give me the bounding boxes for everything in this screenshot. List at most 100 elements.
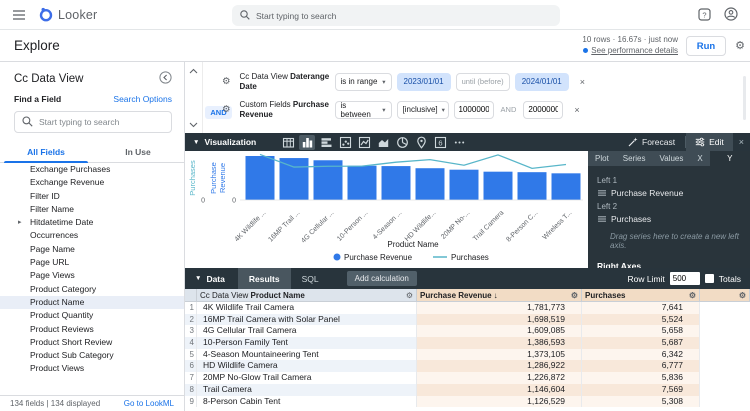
sidebar-field-exchange-revenue[interactable]: Exchange Revenue <box>30 177 105 188</box>
purchase-revenue-cell[interactable]: 1,226,872 <box>417 372 582 384</box>
row-number-cell[interactable]: 5 <box>185 348 197 361</box>
tab-all-fields[interactable]: All Fields <box>0 142 92 163</box>
go-to-lookml-link[interactable]: Go to LookML <box>123 399 174 408</box>
performance-details-link[interactable]: See performance details <box>591 46 678 55</box>
edit-button[interactable]: Edit <box>686 133 733 151</box>
field-search-input[interactable] <box>39 117 164 127</box>
edit-tab-y[interactable]: Y <box>709 151 750 166</box>
bar-chart-icon[interactable] <box>318 135 334 150</box>
data-label[interactable]: Data <box>206 273 225 284</box>
series-purchases[interactable]: Purchases <box>597 214 741 224</box>
totals-checkbox[interactable] <box>704 274 714 283</box>
looker-logo-icon[interactable] <box>38 7 53 22</box>
sidebar-field-page-name[interactable]: Page Name <box>30 243 75 254</box>
scatter-plot-icon[interactable] <box>337 135 353 150</box>
add-calculation-button[interactable]: Add calculation <box>346 271 417 286</box>
run-button[interactable]: Run <box>686 36 726 56</box>
product-name-cell[interactable]: 8-Person Cabin Tent <box>197 395 417 408</box>
explore-settings-gear-icon[interactable]: ⚙ <box>735 40 745 52</box>
sidebar-field-product-views[interactable]: Product Views <box>30 363 85 372</box>
purchase-revenue-cell[interactable]: 1,609,085 <box>417 325 582 338</box>
forecast-button[interactable]: Forecast <box>618 133 685 151</box>
map-icon[interactable] <box>413 135 429 150</box>
row-number-cell[interactable]: 1 <box>185 302 197 314</box>
product-name-cell[interactable]: 16MP Trail Camera with Solar Panel <box>197 313 417 326</box>
more-icon[interactable] <box>451 135 467 150</box>
product-name-cell[interactable]: 10-Person Family Tent <box>197 337 417 349</box>
chevron-down-icon[interactable]: ▼ <box>193 138 200 146</box>
purchase-revenue-cell[interactable]: 1,386,593 <box>417 337 582 349</box>
purchases-cell[interactable]: 7,641 <box>582 302 700 314</box>
sidebar-field-hitdatetime-date[interactable]: ▸ Hitdatetime Date <box>0 216 184 229</box>
sidebar-field-exchange-purchases[interactable]: Exchange Purchases <box>30 164 111 174</box>
column-gear-icon[interactable]: ⚙ <box>570 290 578 300</box>
edit-tab-x[interactable]: X <box>697 154 703 163</box>
search-options-link[interactable]: Search Options <box>113 94 172 104</box>
product-name-cell[interactable]: Trail Camera <box>197 383 417 396</box>
expand-filters-icon[interactable] <box>189 122 198 128</box>
series-purchase-revenue[interactable]: Purchase Revenue <box>597 188 741 198</box>
purchases-cell[interactable]: 6,342 <box>582 348 700 361</box>
filter-operator-select[interactable]: is in range ▾ <box>334 72 392 91</box>
sidebar-field-product-reviews[interactable]: Product Reviews <box>30 323 94 334</box>
filter-start-date[interactable]: 2023/01/01 <box>396 72 451 91</box>
column-chart-icon[interactable] <box>299 134 316 150</box>
edit-tab-series[interactable]: Series <box>622 154 646 163</box>
field-search[interactable] <box>14 111 172 133</box>
edit-tab-plot[interactable]: Plot <box>595 154 609 163</box>
visualization-label[interactable]: Visualization <box>204 137 257 147</box>
purchases-cell[interactable]: 5,308 <box>582 395 700 408</box>
row-limit-input[interactable] <box>669 272 700 285</box>
sidebar-field-page-url[interactable]: Page URL <box>30 257 70 268</box>
table-chart-icon[interactable] <box>280 135 296 150</box>
column-gear-icon[interactable]: ⚙ <box>405 290 413 300</box>
column-gear-icon[interactable]: ⚙ <box>688 290 696 300</box>
sidebar-field-product-quantity[interactable]: Product Quantity <box>30 310 94 321</box>
filter-operator-select[interactable]: is between ▾ <box>334 100 392 119</box>
row-number-cell[interactable]: 8 <box>185 383 197 396</box>
collapse-sidebar-icon[interactable] <box>159 71 172 86</box>
sidebar-field-occurrences[interactable]: Occurrences <box>30 230 79 241</box>
remove-filter-icon[interactable]: × <box>579 76 585 87</box>
row-number-cell[interactable]: 3 <box>185 325 197 338</box>
visualization-chart[interactable]: Purchases 0 Purchase Revenue 0 4K Wildlife ..… <box>185 151 588 268</box>
remove-filter-icon[interactable]: × <box>574 104 580 115</box>
row-number-cell[interactable]: 6 <box>185 360 197 373</box>
purchase-revenue-header[interactable]: Purchase Revenue ↓ ⚙ <box>417 289 582 302</box>
purchase-revenue-cell[interactable]: 1,781,773 <box>417 302 582 314</box>
row-number-cell[interactable]: 4 <box>185 337 197 349</box>
row-number-cell[interactable]: 2 <box>185 313 197 326</box>
product-name-cell[interactable]: 20MP No-Glow Trail Camera <box>197 372 417 384</box>
purchases-cell[interactable]: 5,687 <box>582 337 700 349</box>
row-number-cell[interactable]: 9 <box>185 395 197 408</box>
purchase-revenue-cell[interactable]: 1,698,519 <box>417 313 582 326</box>
purchase-revenue-cell[interactable]: 1,373,105 <box>417 348 582 361</box>
filter-bounds-select[interactable]: [inclusive] ▾ <box>396 100 449 119</box>
help-icon[interactable]: ? <box>698 7 711 23</box>
filter-min-input[interactable] <box>453 100 494 119</box>
data-tab-sql[interactable]: SQL <box>301 273 319 284</box>
purchases-cell[interactable]: 5,836 <box>582 372 700 384</box>
product-name-cell[interactable]: HD Wildlife Camera <box>197 360 417 373</box>
account-icon[interactable] <box>724 7 738 23</box>
line-chart-icon[interactable] <box>356 135 372 150</box>
product-name-cell[interactable]: 4-Season Mountaineering Tent <box>197 348 417 361</box>
row-number-cell[interactable]: 7 <box>185 372 197 384</box>
collapse-filters-icon[interactable] <box>189 68 198 74</box>
global-search[interactable] <box>232 5 560 26</box>
close-edit-icon[interactable]: × <box>738 137 744 147</box>
data-tab-results[interactable]: Results <box>237 268 291 289</box>
column-gear-icon[interactable]: ⚙ <box>738 290 746 300</box>
purchases-cell[interactable]: 5,524 <box>582 313 700 326</box>
sidebar-field-product-sub-category[interactable]: Product Sub Category <box>30 350 114 361</box>
edit-tab-values[interactable]: Values <box>659 154 684 163</box>
purchase-revenue-cell[interactable]: 1,286,922 <box>417 360 582 373</box>
product-name-header[interactable]: Cc Data View Product Name ⚙ <box>197 289 417 302</box>
sidebar-field-product-category[interactable]: Product Category <box>30 283 97 294</box>
filters-scrollbar[interactable] <box>743 76 746 120</box>
purchases-header[interactable]: Purchases ⚙ <box>582 289 700 302</box>
pie-chart-icon[interactable] <box>394 135 410 150</box>
purchases-cell[interactable]: 7,569 <box>582 383 700 396</box>
expand-icon[interactable]: ▸ <box>18 219 22 227</box>
purchases-cell[interactable]: 5,658 <box>582 325 700 338</box>
